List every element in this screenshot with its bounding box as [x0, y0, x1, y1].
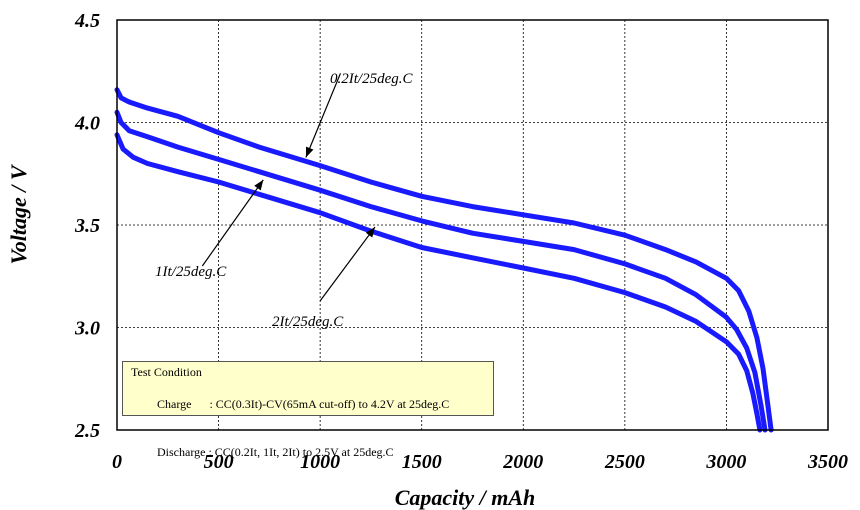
annotation-arrow-line: [305, 73, 342, 158]
x-tick-label: 2500: [604, 451, 645, 473]
series-line: [114, 87, 774, 433]
test-condition-box: Test Condition Charge : CC(0.3It)-CV(65m…: [122, 361, 494, 459]
series-line: [114, 132, 763, 433]
discharge-value: : CC(0.2It, 1It, 2It) to 2.5V at 25deg.C: [208, 445, 394, 459]
x-tick-label: 0: [112, 451, 122, 473]
y-tick-label: 2.5: [74, 420, 100, 442]
charge-label: Charge: [157, 397, 210, 411]
discharge-condition-row: Discharge : CC(0.2It, 1It, 2It) to 2.5V …: [131, 428, 485, 476]
annotation-arrowhead: [305, 146, 314, 158]
y-tick-label: 4.5: [74, 10, 100, 32]
y-tick-label: 3.0: [74, 318, 100, 340]
test-condition-title: Test Condition: [131, 365, 202, 379]
annotation-label: 2It/25deg.C: [272, 314, 344, 330]
x-tick-label: 1500: [402, 451, 442, 473]
discharge-curves: [114, 87, 774, 433]
tick-labels: 0 500 1000 1500 2000 2500 3000 3500 2.5 3.0 3.5 4.0…: [74, 10, 848, 473]
discharge-label: Discharge: [157, 445, 209, 459]
y-axis-title: Voltage / V: [6, 163, 31, 264]
charge-value: : CC(0.3It)-CV(65mA cut-off) to 4.2V at …: [209, 397, 450, 411]
x-tick-label: 2000: [502, 451, 543, 473]
x-tick-label: 1000: [300, 451, 340, 473]
y-tick-label: 3.5: [74, 215, 100, 237]
curve-annotations: 0.2It/25deg.C 1It/25deg.C 2It/25deg.C: [155, 71, 413, 330]
y-tick-label: 4.0: [74, 113, 100, 135]
x-tick-label: 3000: [705, 451, 746, 473]
series-line: [114, 109, 768, 433]
annotation-arrow-line: [201, 179, 264, 267]
charge-condition-row: Charge : CC(0.3It)-CV(65mA cut-off) to 4…: [131, 380, 485, 428]
x-tick-label: 500: [204, 451, 234, 473]
annotation-label: 0.2It/25deg.C: [330, 71, 413, 87]
annotation-arrowhead: [254, 179, 264, 191]
annotation-arrowhead: [365, 227, 375, 238]
annotation-label: 1It/25deg.C: [155, 264, 227, 280]
annotation-arrow-line: [319, 226, 376, 302]
plot-frame: [116, 19, 829, 431]
x-axis-title: Capacity / mAh: [395, 485, 536, 510]
x-tick-label: 3500: [807, 451, 848, 473]
